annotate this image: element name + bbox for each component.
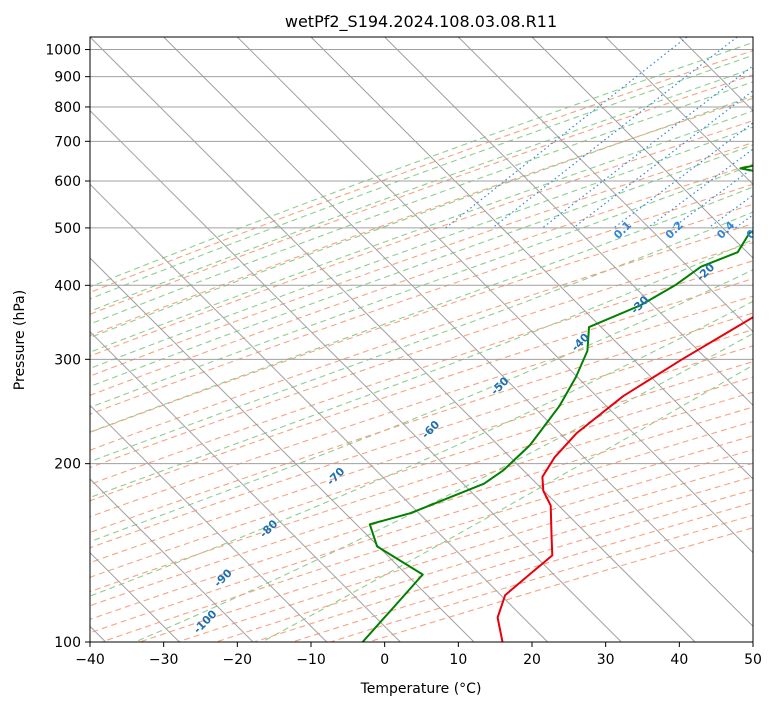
isotherm-line xyxy=(236,37,753,554)
dry-adiabat-line xyxy=(90,329,753,549)
chart-title: wetPf2_S194.2024.108.03.08.R11 xyxy=(285,12,557,32)
moist-adiabat-line xyxy=(90,211,753,463)
dewpoint-profile-line xyxy=(361,164,753,642)
x-tick-label: 30 xyxy=(597,652,615,668)
y-tick-label: 100 xyxy=(54,635,81,651)
y-axis-label: Pressure (hPa) xyxy=(12,290,28,390)
dry-adiabat-line xyxy=(254,489,753,642)
isobar-gridlines xyxy=(90,49,753,642)
plot-area: -100-90-80-70-60-50-40-30-20-100.10.20.4… xyxy=(90,37,767,642)
isotherm-line xyxy=(90,404,328,642)
x-axis-label: Temperature (°C) xyxy=(360,681,482,697)
dry-adiabat-line xyxy=(101,435,753,642)
moist-adiabat-line xyxy=(90,54,753,300)
moist-adiabat-line xyxy=(261,364,753,642)
x-axis-ticks: −40 −30 −20 −10 0 10 20 30 40 50 xyxy=(75,642,762,668)
y-axis-ticks: 100 200 300 400 500 600 700 800 900 1000 xyxy=(45,43,90,651)
y-tick-label: 200 xyxy=(54,457,81,473)
x-tick-label: −20 xyxy=(223,652,253,668)
isotherm-line xyxy=(90,183,549,642)
mixing-ratio-line xyxy=(572,89,753,229)
y-tick-label: 800 xyxy=(54,100,81,116)
profile-series xyxy=(361,164,753,642)
x-tick-label: 50 xyxy=(744,652,762,668)
moist-adiabat-line xyxy=(90,67,753,312)
dry-adiabat-line xyxy=(90,183,753,415)
isotherm-line xyxy=(605,37,753,186)
y-tick-label: 400 xyxy=(54,278,81,294)
moist-adiabats xyxy=(90,41,753,642)
dry-adiabat-line xyxy=(90,50,753,293)
y-tick-label: 600 xyxy=(54,174,81,190)
moist-adiabat-line xyxy=(90,110,753,353)
y-tick-label: 300 xyxy=(54,352,81,368)
x-tick-label: −10 xyxy=(296,652,326,668)
moist-adiabat-line xyxy=(90,81,753,325)
mixing-ratio-line xyxy=(647,148,753,229)
isotherm-line xyxy=(531,37,753,259)
isotherm-line xyxy=(90,37,696,642)
x-tick-label: 20 xyxy=(523,652,541,668)
y-tick-label: 1000 xyxy=(45,43,81,59)
temperature-profile-line xyxy=(496,316,753,642)
dry-adiabat-line xyxy=(90,120,753,357)
mixing-ratio-lines xyxy=(445,37,753,229)
x-tick-label: 10 xyxy=(449,652,467,668)
isotherm-line xyxy=(384,37,753,407)
dry-adiabat-line xyxy=(90,141,753,377)
isotherm-line xyxy=(90,330,401,642)
moist-adiabat-line xyxy=(90,186,753,433)
moist-adiabat-line xyxy=(90,144,753,388)
dry-adiabats xyxy=(90,50,753,642)
mixing-ratio-line xyxy=(672,167,753,229)
mixing-ratio-line xyxy=(445,37,688,229)
plot-frame xyxy=(89,36,754,643)
y-tick-label: 700 xyxy=(54,134,81,150)
dry-adiabat-line xyxy=(292,502,753,642)
moist-adiabat-line xyxy=(90,126,753,369)
isotherm-line xyxy=(90,257,475,642)
mixing-ratio-line xyxy=(492,37,738,229)
y-tick-label: 900 xyxy=(54,70,81,86)
x-tick-label: −40 xyxy=(75,652,105,668)
isotherm-gridlines xyxy=(90,37,753,642)
mixing-ratio-label: 0.6 xyxy=(744,218,767,241)
moist-adiabat-line xyxy=(90,164,753,409)
isotherm-line xyxy=(90,478,254,642)
dry-adiabat-line xyxy=(90,163,753,396)
x-tick-label: −30 xyxy=(149,652,179,668)
isotherm-line xyxy=(163,37,753,628)
moist-adiabat-line xyxy=(90,95,753,339)
dry-adiabat-line xyxy=(90,361,753,578)
y-tick-label: 500 xyxy=(54,221,81,237)
isotherm-line xyxy=(310,37,753,480)
dry-adiabat-line xyxy=(139,449,753,642)
dry-adiabat-line xyxy=(177,462,753,642)
isotherm-line xyxy=(90,109,622,642)
x-tick-label: 0 xyxy=(380,652,389,668)
dry-adiabat-line xyxy=(90,345,753,564)
dry-adiabat-line xyxy=(215,476,753,642)
x-tick-label: 40 xyxy=(670,652,688,668)
dry-adiabat-line xyxy=(90,97,753,337)
